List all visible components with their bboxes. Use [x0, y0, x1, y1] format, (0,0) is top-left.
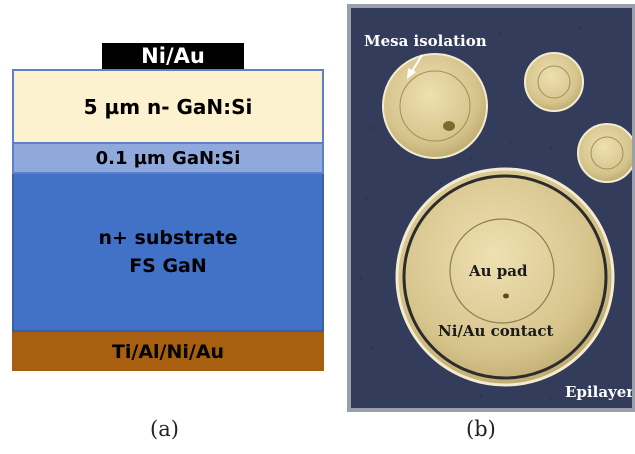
- substrate-label-line1: n+ substrate: [98, 226, 238, 249]
- ni-au-contact-photo-label: Ni/Au contact: [438, 322, 554, 340]
- ni-au-contact-layer: Ni/Au: [102, 43, 244, 69]
- micrograph-drawing: [359, 22, 632, 399]
- device-large-mesa: [382, 53, 488, 159]
- ohmic-contact-layer: Ti/Al/Ni/Au: [12, 332, 324, 371]
- device-small-mesa: [524, 52, 584, 112]
- device-big-mesa: [395, 167, 615, 387]
- device-small-contact: [537, 65, 571, 99]
- drift-layer-label: 5 µm n- GaN:Si: [83, 94, 253, 119]
- au-pad-label: Au pad: [469, 262, 528, 280]
- device-big-contact: [402, 174, 608, 380]
- drift-layer: 5 µm n- GaN:Si: [12, 69, 324, 144]
- ohmic-contact-label: Ti/Al/Ni/Au: [111, 340, 225, 363]
- epilayer-label: Epilayer: [565, 383, 632, 401]
- ni-au-contact-label: Ni/Au: [141, 44, 205, 68]
- buffer-layer: 0.1 µm GaN:Si: [12, 144, 324, 174]
- surface-speckles: [359, 22, 618, 399]
- micrograph-area: Mesa isolation Au pad Ni/Au contact Epil…: [351, 8, 632, 408]
- device-big-pad: [449, 218, 555, 324]
- device-edge-mesa: [577, 123, 632, 183]
- caption-a: (a): [150, 417, 179, 441]
- mesa-isolation-label: Mesa isolation: [364, 32, 487, 50]
- device-large-contact: [399, 70, 471, 142]
- substrate-layer: n+ substrate FS GaN: [12, 174, 324, 332]
- substrate-label-line2: FS GaN: [129, 255, 207, 277]
- caption-b: (b): [466, 417, 496, 441]
- device-edge-contact: [590, 136, 624, 170]
- mesa-arrow: [407, 54, 423, 79]
- device-micrograph: Mesa isolation Au pad Ni/Au contact Epil…: [347, 4, 635, 412]
- buffer-layer-label: 0.1 µm GaN:Si: [95, 147, 241, 169]
